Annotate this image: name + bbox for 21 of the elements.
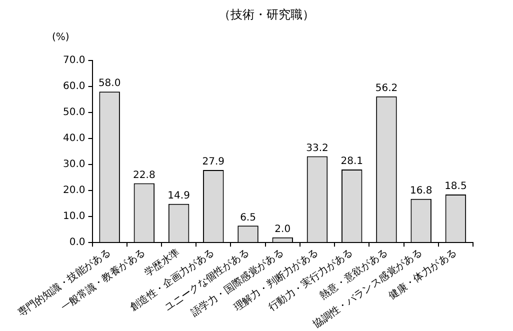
y-tick-label: 50.0 bbox=[63, 107, 86, 118]
data-label: 2.0 bbox=[274, 224, 291, 235]
y-tick-label: 20.0 bbox=[63, 185, 86, 196]
chart-title: （技術・研究職） bbox=[218, 7, 314, 22]
data-label: 56.2 bbox=[375, 82, 398, 94]
y-tick-label: 70.0 bbox=[63, 54, 86, 66]
data-label: 33.2 bbox=[306, 142, 328, 154]
data-label: 16.8 bbox=[410, 185, 432, 196]
y-tick-label: 10.0 bbox=[63, 211, 86, 222]
y-tick-label: 30.0 bbox=[63, 159, 86, 170]
data-label: 18.5 bbox=[444, 181, 467, 192]
data-label: 28.1 bbox=[340, 156, 363, 168]
data-label: 14.9 bbox=[168, 190, 190, 202]
data-label: 6.5 bbox=[240, 212, 256, 224]
y-tick-label: 60.0 bbox=[63, 81, 86, 92]
data-label: 22.8 bbox=[133, 170, 156, 181]
y-tick-label: 40.0 bbox=[63, 133, 86, 144]
data-label: 58.0 bbox=[98, 78, 121, 90]
data-label: 27.9 bbox=[202, 156, 225, 168]
y-tick-label: 0.0 bbox=[69, 237, 86, 248]
y-axis-title: (%) bbox=[52, 32, 70, 43]
